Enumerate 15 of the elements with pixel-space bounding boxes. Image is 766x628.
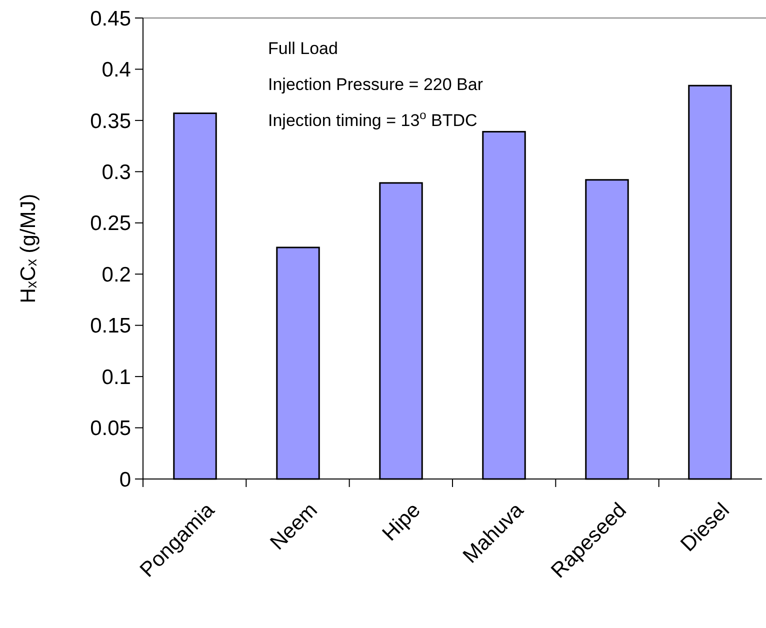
y-tick-label: 0.3 <box>102 161 131 184</box>
y-tick-label: 0.2 <box>102 263 131 286</box>
annotation: Injection timing = 13$^{o}$ BTDC <box>268 108 478 130</box>
y-tick-label: 0.35 <box>90 110 131 133</box>
y-axis-title: HₓCₓ (g/MJ) <box>17 194 40 304</box>
annotation: Full Load <box>268 38 338 58</box>
y-tick-label: 0.45 <box>90 7 131 30</box>
y-tick-label: 0.15 <box>90 314 131 338</box>
annotation: Injection Pressure = 220 Bar <box>268 74 484 94</box>
y-tick-label: 0.05 <box>90 417 131 440</box>
x-tick-label: Hipe <box>378 498 425 546</box>
y-tick-label: 0.4 <box>102 58 132 82</box>
y-tick-label: 0.1 <box>102 366 131 389</box>
y-tick-label: 0 <box>119 468 131 492</box>
y-tick-label: 0.25 <box>90 212 131 236</box>
